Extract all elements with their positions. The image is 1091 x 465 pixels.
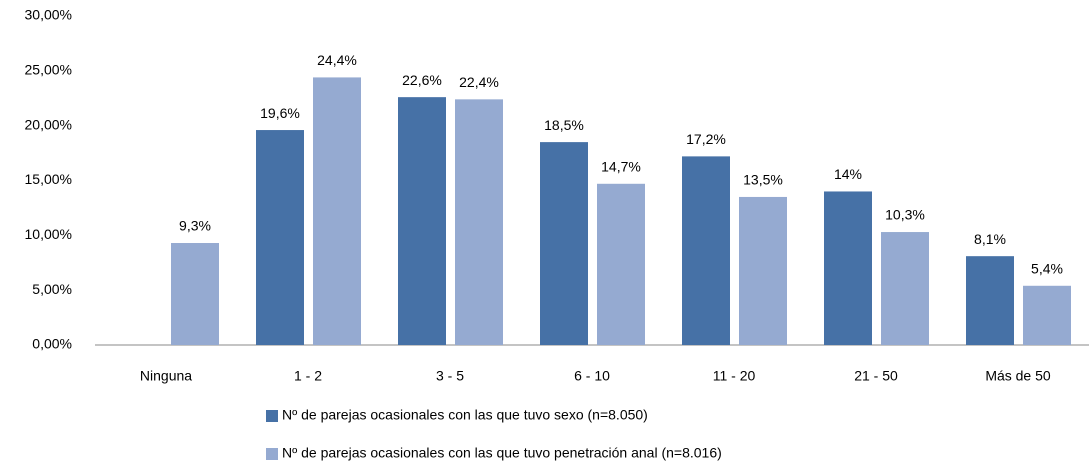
bar: [398, 97, 446, 345]
x-tick-label: 21 - 50: [854, 368, 898, 384]
y-tick-label: 20,00%: [25, 116, 72, 132]
y-tick-label: 5,00%: [32, 281, 72, 297]
bar: [597, 183, 645, 345]
legend-label: Nº de parejas ocasionales con las que tu…: [282, 445, 722, 461]
x-tick-label: 6 - 10: [574, 368, 610, 384]
legend-label: Nº de parejas ocasionales con las que tu…: [282, 407, 648, 423]
y-tick-label: 0,00%: [32, 336, 72, 352]
data-label: 10,3%: [885, 207, 925, 223]
bar: [739, 196, 787, 345]
bar: [824, 191, 872, 345]
data-label: 22,6%: [402, 72, 442, 88]
x-tick-label: Más de 50: [985, 368, 1051, 384]
data-label: 22,4%: [459, 74, 499, 90]
legend-swatch: [266, 448, 278, 460]
data-label: 8,1%: [974, 231, 1006, 247]
data-label: 13,5%: [743, 172, 783, 188]
bar: [1023, 285, 1071, 345]
x-tick-label: Ninguna: [140, 368, 192, 384]
y-tick-label: 25,00%: [25, 62, 72, 78]
legend-swatch: [266, 410, 278, 422]
x-tick-label: 3 - 5: [436, 368, 464, 384]
y-tick-label: 10,00%: [25, 226, 72, 242]
x-tick-label: 1 - 2: [294, 368, 322, 384]
bar: [966, 256, 1014, 345]
x-tick-label: 11 - 20: [713, 368, 756, 384]
data-label: 14,7%: [601, 158, 641, 174]
bar: [682, 156, 730, 345]
data-label: 18,5%: [544, 117, 584, 133]
data-label: 17,2%: [686, 131, 726, 147]
data-label: 14%: [834, 166, 862, 182]
bar: [313, 77, 361, 345]
bar: [540, 142, 588, 345]
y-tick-label: 15,00%: [25, 171, 72, 187]
data-label: 5,4%: [1031, 260, 1063, 276]
data-label: 9,3%: [179, 218, 211, 234]
bar: [256, 130, 304, 345]
data-label: 24,4%: [317, 52, 357, 68]
bar: [455, 99, 503, 345]
bar: [171, 243, 219, 345]
bar: [881, 232, 929, 345]
data-label: 19,6%: [260, 105, 300, 121]
y-tick-label: 30,00%: [25, 7, 72, 23]
